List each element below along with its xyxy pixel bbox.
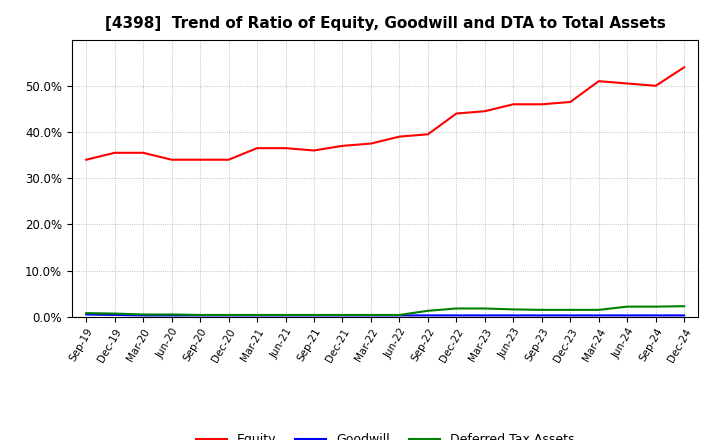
Goodwill xyxy=(253,313,261,318)
Equity xyxy=(452,111,461,116)
Equity xyxy=(110,150,119,155)
Goodwill xyxy=(566,313,575,318)
Legend: Equity, Goodwill, Deferred Tax Assets: Equity, Goodwill, Deferred Tax Assets xyxy=(191,429,580,440)
Equity xyxy=(509,102,518,107)
Deferred Tax Assets xyxy=(338,312,347,318)
Line: Deferred Tax Assets: Deferred Tax Assets xyxy=(86,306,684,315)
Deferred Tax Assets xyxy=(623,304,631,309)
Equity xyxy=(139,150,148,155)
Deferred Tax Assets xyxy=(366,312,375,318)
Equity xyxy=(395,134,404,139)
Deferred Tax Assets xyxy=(310,312,318,318)
Goodwill xyxy=(423,313,432,318)
Equity xyxy=(680,65,688,70)
Equity xyxy=(366,141,375,146)
Equity xyxy=(537,102,546,107)
Deferred Tax Assets xyxy=(652,304,660,309)
Deferred Tax Assets xyxy=(282,312,290,318)
Deferred Tax Assets xyxy=(537,307,546,312)
Goodwill xyxy=(338,313,347,318)
Goodwill xyxy=(225,313,233,318)
Line: Equity: Equity xyxy=(86,67,684,160)
Goodwill xyxy=(595,313,603,318)
Deferred Tax Assets xyxy=(167,312,176,317)
Goodwill xyxy=(196,313,204,318)
Goodwill xyxy=(480,313,489,318)
Goodwill xyxy=(652,313,660,318)
Goodwill xyxy=(452,313,461,318)
Equity xyxy=(82,157,91,162)
Equity xyxy=(196,157,204,162)
Deferred Tax Assets xyxy=(680,304,688,309)
Goodwill xyxy=(82,312,91,317)
Deferred Tax Assets xyxy=(423,308,432,313)
Equity xyxy=(623,81,631,86)
Goodwill xyxy=(623,313,631,318)
Equity xyxy=(338,143,347,148)
Equity xyxy=(423,132,432,137)
Goodwill xyxy=(310,313,318,318)
Equity xyxy=(310,148,318,153)
Equity xyxy=(225,157,233,162)
Goodwill xyxy=(282,313,290,318)
Goodwill xyxy=(680,313,688,318)
Equity xyxy=(282,146,290,151)
Goodwill xyxy=(139,313,148,318)
Deferred Tax Assets xyxy=(452,306,461,311)
Equity xyxy=(595,78,603,84)
Deferred Tax Assets xyxy=(139,312,148,317)
Equity xyxy=(253,146,261,151)
Equity xyxy=(566,99,575,105)
Deferred Tax Assets xyxy=(82,311,91,316)
Goodwill xyxy=(110,312,119,318)
Goodwill xyxy=(509,313,518,318)
Goodwill xyxy=(366,313,375,318)
Equity xyxy=(480,109,489,114)
Deferred Tax Assets xyxy=(566,307,575,312)
Deferred Tax Assets xyxy=(395,312,404,318)
Deferred Tax Assets xyxy=(253,312,261,318)
Deferred Tax Assets xyxy=(110,311,119,316)
Deferred Tax Assets xyxy=(225,312,233,318)
Equity xyxy=(652,83,660,88)
Deferred Tax Assets xyxy=(196,312,204,318)
Deferred Tax Assets xyxy=(509,307,518,312)
Goodwill xyxy=(537,313,546,318)
Title: [4398]  Trend of Ratio of Equity, Goodwill and DTA to Total Assets: [4398] Trend of Ratio of Equity, Goodwil… xyxy=(105,16,665,32)
Deferred Tax Assets xyxy=(480,306,489,311)
Equity xyxy=(167,157,176,162)
Goodwill xyxy=(395,313,404,318)
Goodwill xyxy=(167,313,176,318)
Deferred Tax Assets xyxy=(595,307,603,312)
